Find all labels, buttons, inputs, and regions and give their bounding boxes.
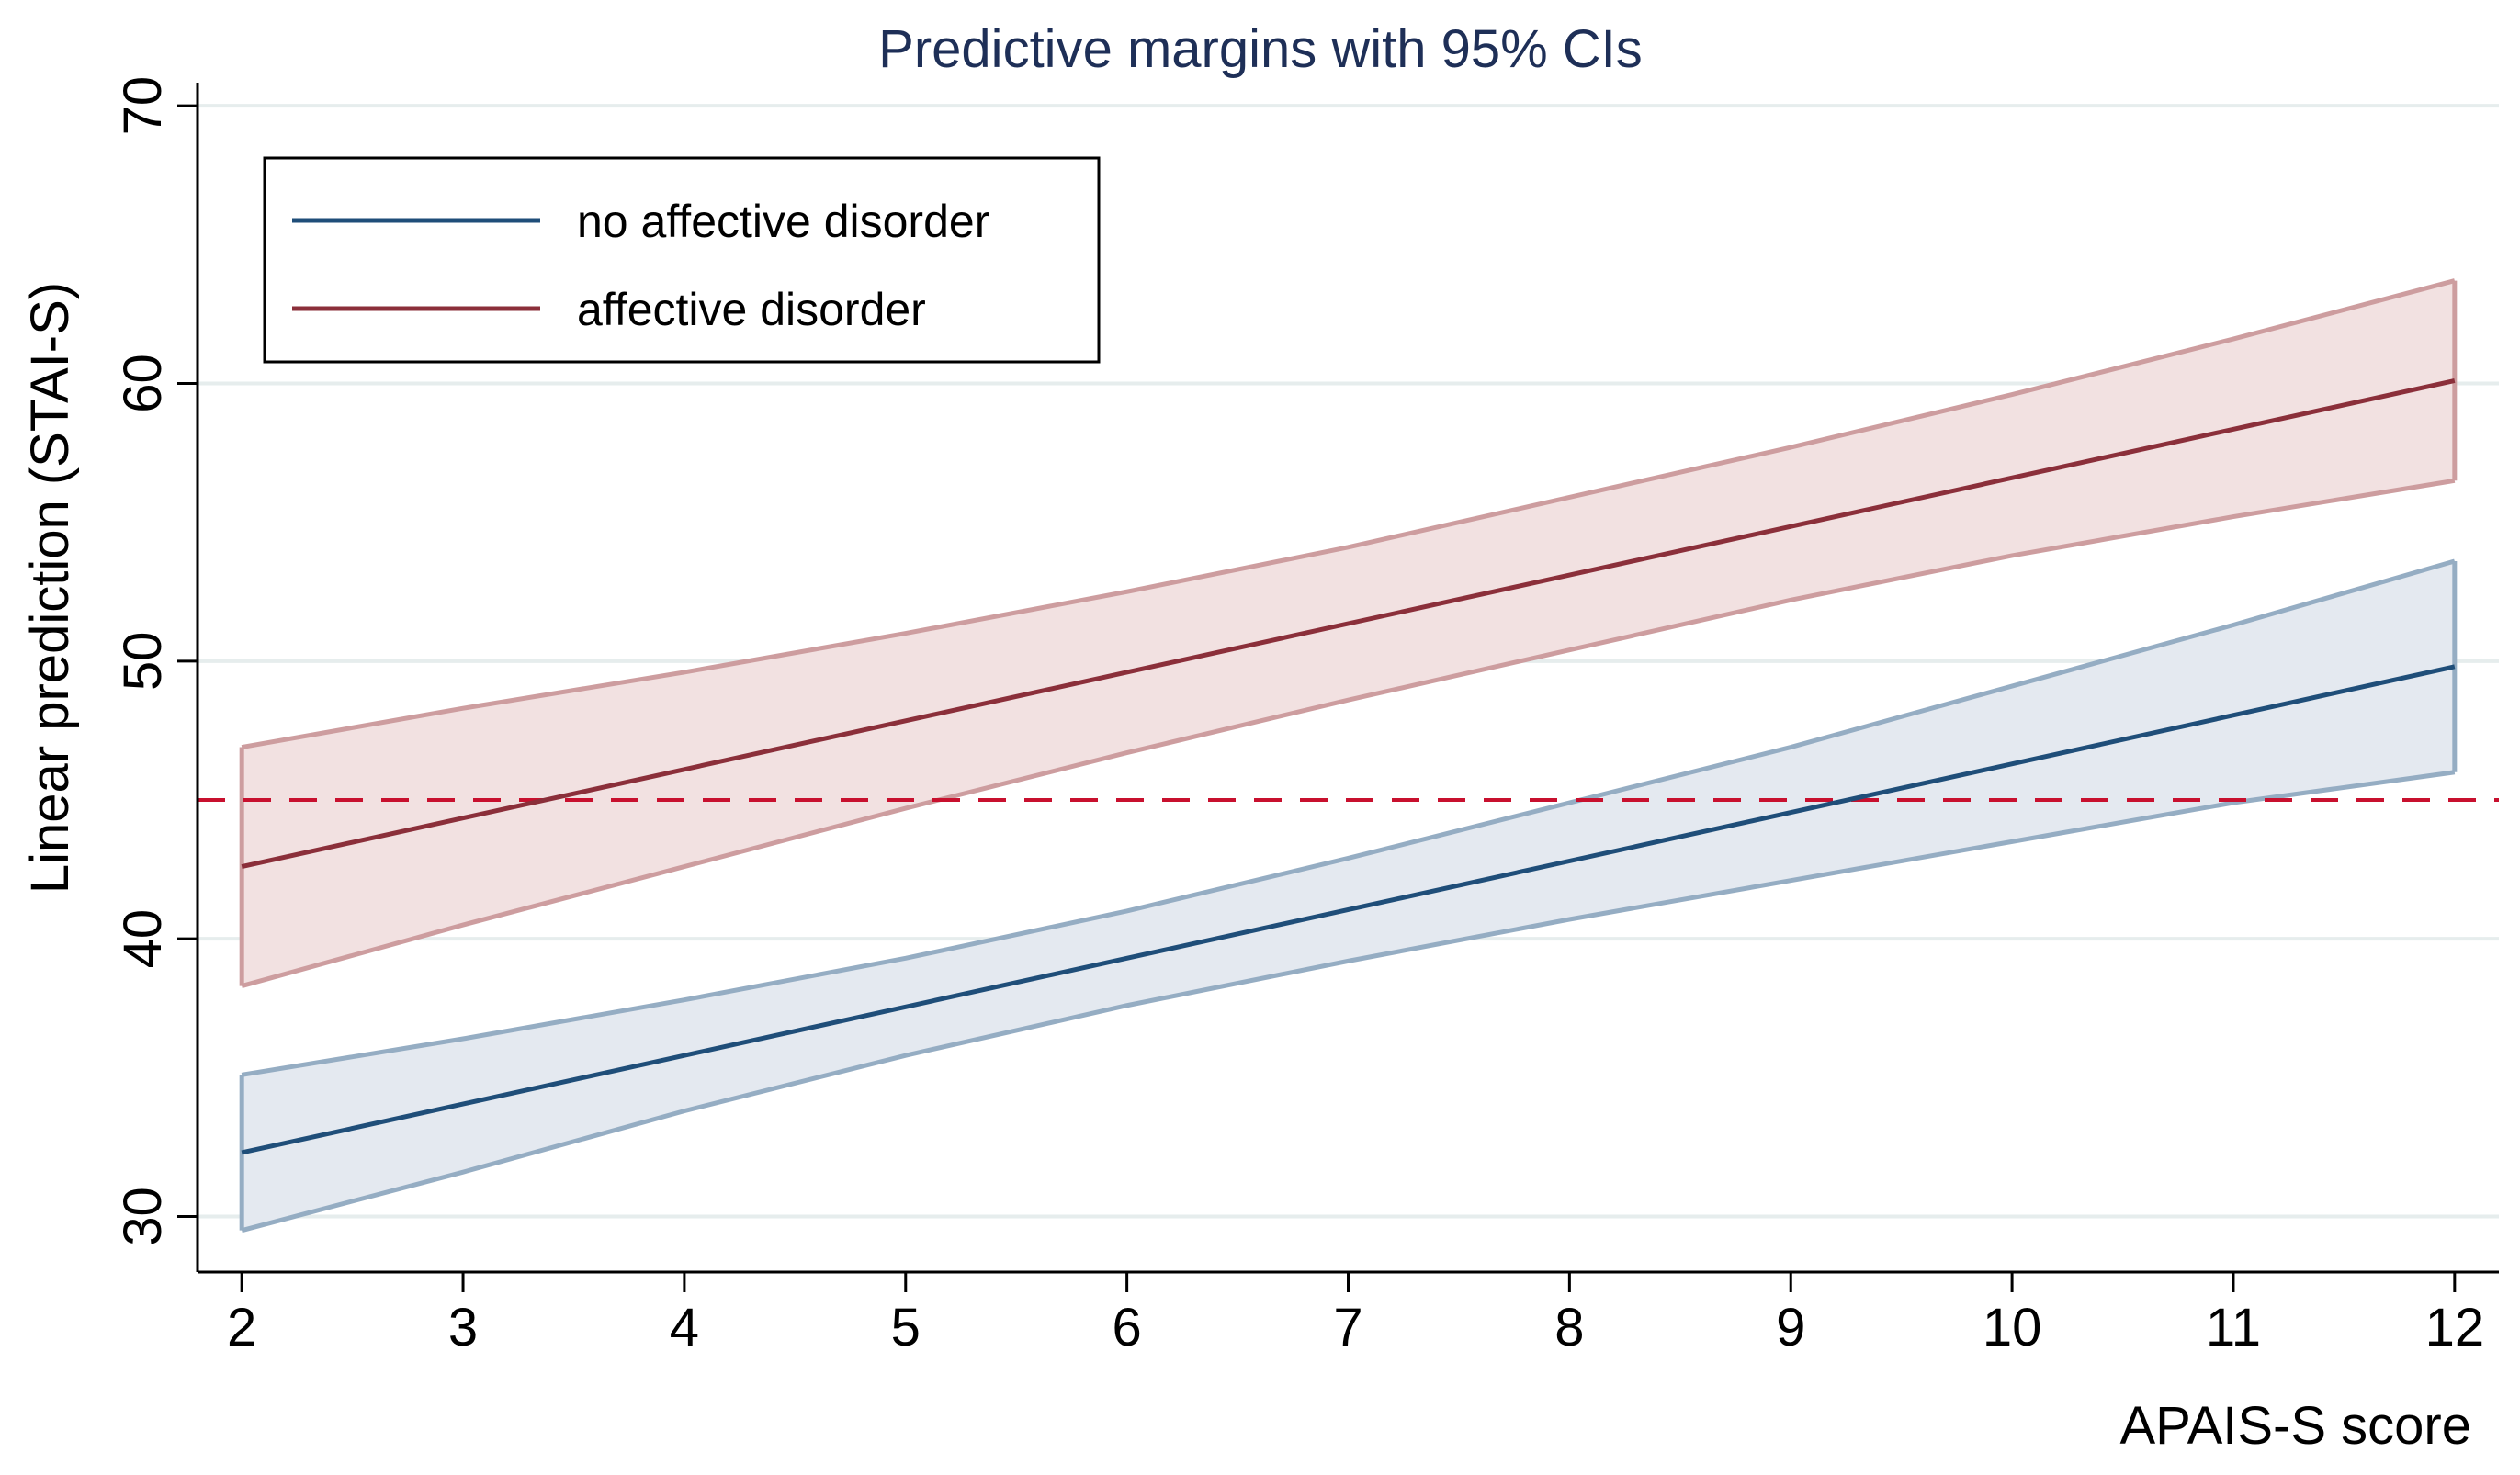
axis-layer: 2 3 4 5 6 7 8 9 10 11 12 30 40 50 60 70 — [113, 76, 2499, 1357]
x-tick-label: 9 — [1776, 1298, 1805, 1357]
legend: no affective disorder affective disorder — [263, 156, 1101, 364]
legend-label: affective disorder — [577, 284, 926, 335]
x-tick-label: 11 — [2206, 1298, 2261, 1357]
series-line-2 — [241, 378, 2456, 870]
y-tick-label: 40 — [113, 909, 173, 969]
ci-band-series-2 — [242, 280, 2455, 986]
ci-upper-series-2 — [241, 278, 2456, 750]
ci-band-layer — [239, 278, 2458, 1233]
x-tick-label: 8 — [1554, 1298, 1584, 1357]
x-axis-label: APAIS-S score — [2120, 1396, 2472, 1456]
series-line-1 — [241, 664, 2456, 1155]
chart-title: Predictive margins with 95% CIs — [878, 19, 1643, 79]
x-tick-label: 4 — [670, 1298, 699, 1357]
y-tick-label: 50 — [113, 632, 173, 692]
series-line-layer — [241, 378, 2456, 1155]
y-tick-label: 70 — [113, 76, 173, 136]
legend-label: no affective disorder — [577, 196, 989, 247]
y-axis-label: Linear prediction (STAI-S) — [20, 282, 80, 894]
y-tick-label: 60 — [113, 354, 173, 413]
ci-lower-series-2 — [241, 478, 2456, 988]
ci-lower-series-1 — [241, 770, 2456, 1233]
x-tick-label: 6 — [1113, 1298, 1142, 1357]
x-tick-label: 5 — [891, 1298, 921, 1357]
y-tick-label: 30 — [113, 1187, 173, 1246]
x-tick-label: 7 — [1333, 1298, 1362, 1357]
ci-band-series-1 — [242, 560, 2455, 1231]
x-tick-label: 3 — [448, 1298, 478, 1357]
x-tick-label: 2 — [227, 1298, 256, 1357]
ci-upper-series-1 — [241, 558, 2456, 1077]
x-tick-label: 12 — [2425, 1298, 2485, 1357]
legend-box — [263, 156, 1101, 364]
x-tick-label: 10 — [1983, 1298, 2042, 1357]
